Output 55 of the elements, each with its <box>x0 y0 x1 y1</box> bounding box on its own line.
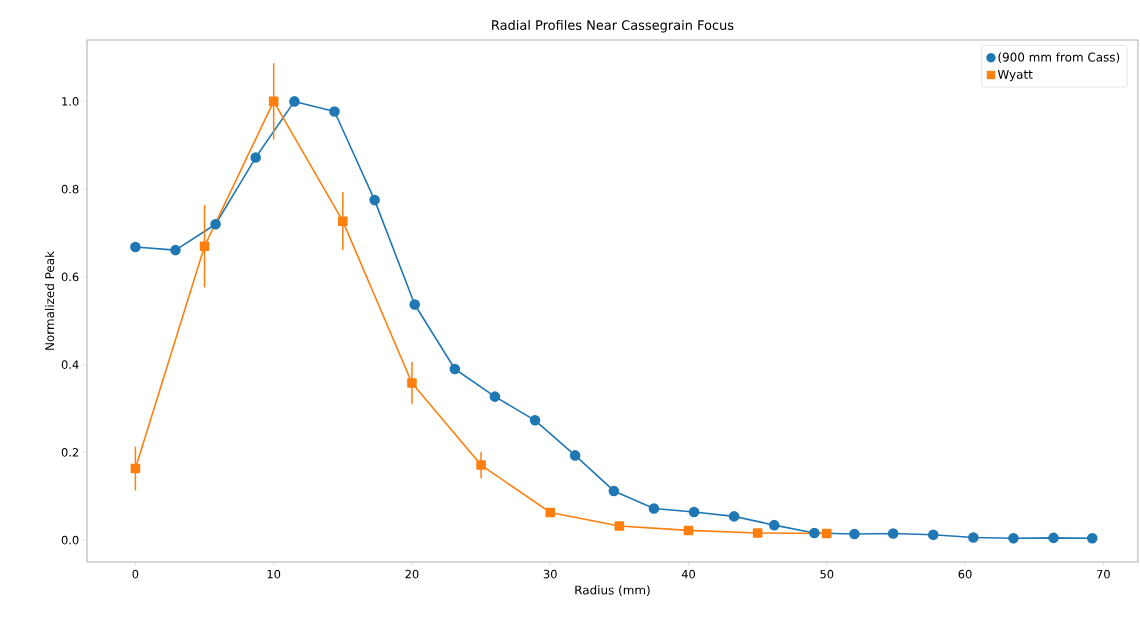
point <box>199 241 210 251</box>
point <box>614 521 625 531</box>
point <box>329 106 340 117</box>
x-tick-label: 50 <box>820 569 834 579</box>
point <box>409 299 420 310</box>
x-tick-label: 70 <box>1096 569 1110 579</box>
point <box>210 218 221 230</box>
point <box>1008 533 1019 544</box>
point <box>569 450 581 461</box>
x-tick-label: 20 <box>405 569 419 579</box>
point <box>608 485 620 497</box>
point <box>289 96 300 107</box>
x-axis-title: Radius (mm) <box>575 585 650 596</box>
point <box>968 532 979 543</box>
point <box>545 507 556 518</box>
point <box>849 528 860 540</box>
chart-title: Radial Profiles Near Cassegrain Focus <box>492 19 734 33</box>
x-tick-label: 0 <box>132 569 139 579</box>
point <box>1048 532 1059 544</box>
point <box>822 528 832 539</box>
y-tick-label: 0.2 <box>61 448 79 457</box>
y-tick-label: 1.0 <box>62 97 79 106</box>
point <box>476 460 486 470</box>
y-tick-label: 0.8 <box>61 184 79 194</box>
point <box>369 194 380 206</box>
x-tick-label: 40 <box>681 569 696 579</box>
y-tick-label: 0.6 <box>61 272 79 282</box>
point <box>809 527 820 539</box>
point <box>250 152 261 163</box>
point <box>268 96 279 107</box>
x-tick-label: 60 <box>958 569 972 579</box>
point <box>407 378 417 388</box>
point <box>130 241 141 253</box>
legend-label: Wyatt <box>997 69 1033 82</box>
x-tick-label: 30 <box>543 569 557 579</box>
point <box>489 391 501 402</box>
point <box>683 525 694 536</box>
x-tick-label: 10 <box>267 569 281 579</box>
point <box>927 529 939 541</box>
point <box>728 511 740 522</box>
point <box>170 244 181 256</box>
point <box>768 519 780 531</box>
point <box>1086 533 1098 544</box>
point <box>449 363 461 375</box>
point <box>887 528 899 539</box>
legend-label: (900 mm from Cass) <box>998 52 1120 64</box>
point <box>130 463 141 474</box>
point <box>648 503 660 514</box>
y-axis-title: Normalized Peak <box>44 251 55 350</box>
point <box>529 415 541 426</box>
point <box>688 506 700 518</box>
point <box>752 528 763 538</box>
y-tick-label: 0.0 <box>61 535 79 545</box>
point <box>338 216 348 226</box>
y-tick-label: 0.4 <box>61 360 79 369</box>
